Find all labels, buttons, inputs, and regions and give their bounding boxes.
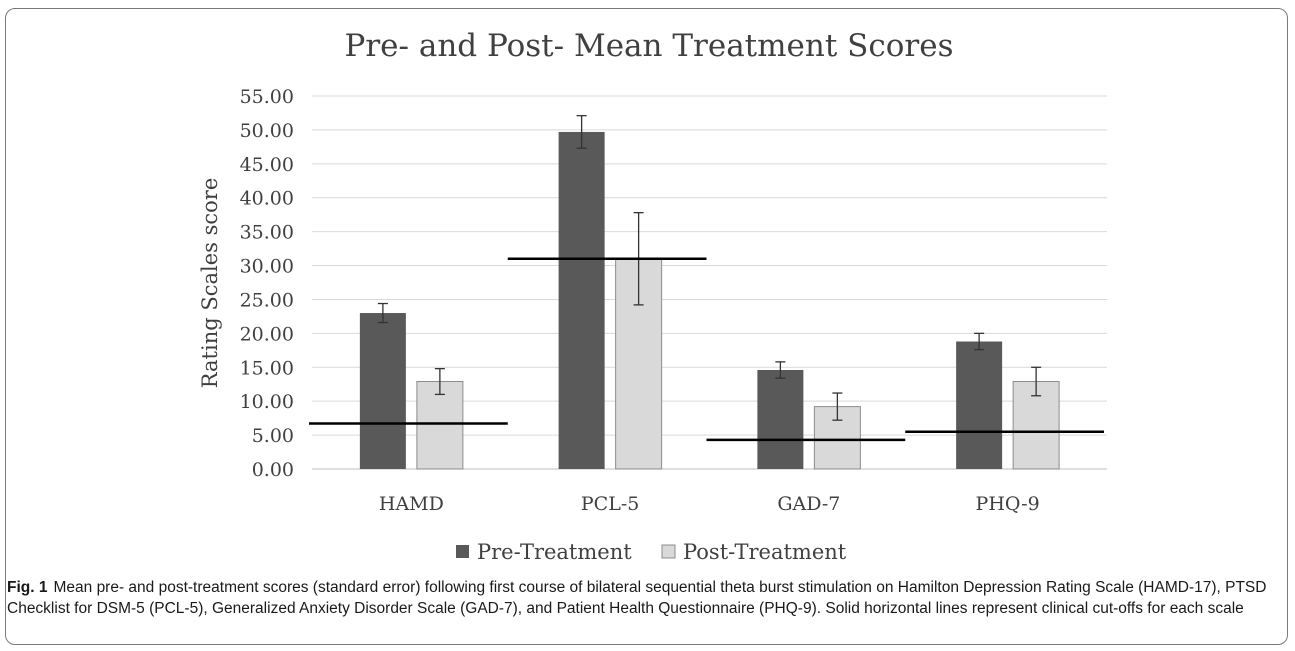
x-tick-label: HAMD [379, 493, 444, 515]
y-tick-label: 40.00 [240, 188, 294, 210]
y-tick-labels: 0.00 5.00 10.00 15.00 20.00 25.00 30.00 35.00 40… [240, 86, 294, 481]
error-bars [377, 115, 1042, 421]
cutoff-lines [309, 257, 1104, 442]
bar-pre-treatment-hamd [359, 313, 406, 469]
y-axis-label: Rating Scales score [198, 178, 222, 389]
figure-label: Fig. 1 [7, 579, 48, 596]
y-tick-label: 55.00 [240, 86, 294, 108]
y-tick-label: 10.00 [240, 391, 294, 413]
legend-swatch [661, 544, 676, 559]
caption-text: Mean pre- and post-treatment scores (sta… [7, 579, 1267, 617]
bars [359, 131, 1060, 470]
y-tick-label: 50.00 [240, 120, 294, 142]
bar-pre-treatment-gad-7 [757, 369, 804, 469]
bar-pre-treatment-phq-9 [956, 341, 1003, 469]
legend: Pre-Treatment Post-Treatment [456, 540, 847, 564]
figure-caption: Fig. 1 Mean pre- and post-treatment score… [7, 577, 1277, 619]
x-tick-label: PCL-5 [581, 493, 639, 515]
y-tick-label: 0.00 [252, 459, 294, 481]
y-tick-label: 45.00 [240, 154, 294, 176]
y-tick-label: 20.00 [240, 323, 294, 345]
x-tick-label: PHQ-9 [976, 493, 1040, 515]
y-tick-label: 25.00 [240, 289, 294, 311]
x-tick-label: GAD-7 [777, 493, 840, 515]
y-tick-label: 15.00 [240, 357, 294, 379]
bar-pre-treatment-pcl-5 [558, 131, 605, 469]
y-tick-label: 30.00 [240, 256, 294, 278]
chart-title: Pre- and Post- Mean Treatment Scores [345, 28, 954, 64]
y-tick-label: 35.00 [240, 222, 294, 244]
legend-label: Post-Treatment [683, 540, 847, 564]
y-tick-label: 5.00 [252, 425, 294, 447]
legend-swatch [456, 545, 469, 558]
legend-label: Pre-Treatment [477, 540, 632, 564]
x-tick-labels: HAMD PCL-5 GAD-7 PHQ-9 [379, 493, 1040, 515]
